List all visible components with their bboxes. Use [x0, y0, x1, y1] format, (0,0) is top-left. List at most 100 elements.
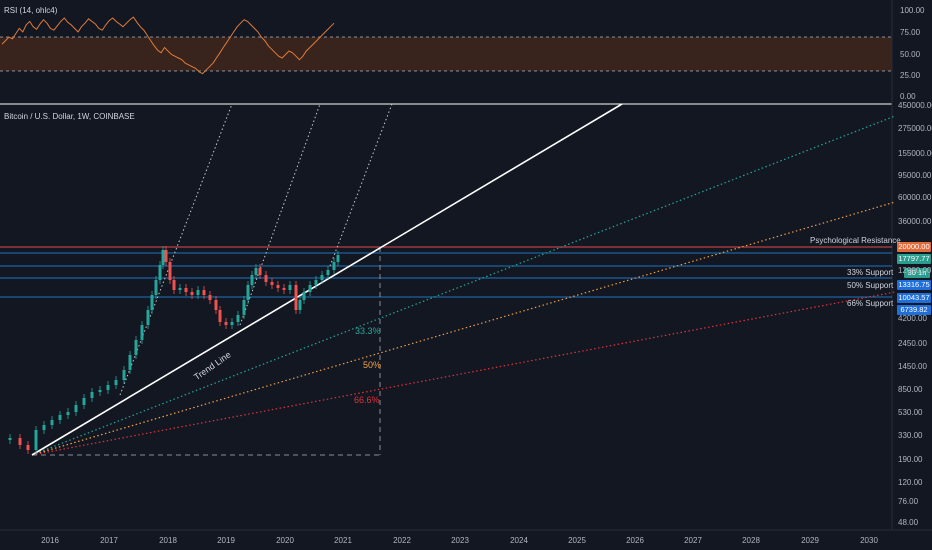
label-psych-resistance: Psychological Resistance: [810, 236, 901, 245]
candle-body: [314, 280, 318, 285]
candle-body: [258, 268, 262, 275]
candle-body: [230, 322, 234, 325]
label-66-support: 66% Support: [847, 299, 894, 308]
price-tick: 275000.00: [898, 124, 932, 133]
fib-label-50: 50%: [363, 360, 382, 370]
price-tick: 60000.00: [898, 193, 932, 202]
rsi-line: [1, 16, 335, 75]
year-label: 2023: [451, 536, 469, 545]
year-label: 2019: [217, 536, 235, 545]
candle-body: [288, 285, 292, 290]
rsi-tick: 25.00: [900, 71, 921, 80]
candle-body: [42, 425, 46, 430]
candle-body: [196, 290, 200, 295]
year-label: 2017: [100, 536, 118, 545]
rsi-tick: 100.00: [900, 6, 925, 15]
trend-line: [31, 103, 623, 456]
channel-line-3: [329, 103, 393, 267]
fib-label-66: 66.6%: [354, 395, 380, 405]
label-50-support: 50% Support: [847, 281, 894, 290]
candle-body: [8, 438, 12, 440]
fan-33-line: [31, 115, 896, 456]
candle-body: [98, 390, 102, 392]
candle-body: [146, 310, 150, 325]
candle-body: [90, 392, 94, 398]
candle-body: [158, 265, 162, 280]
candle-body: [336, 255, 340, 262]
fib-label-33: 33.3%: [355, 326, 381, 336]
price-tag-50: 13316.75: [897, 280, 931, 290]
price-tick: 2450.00: [898, 339, 927, 348]
year-label: 2029: [801, 536, 819, 545]
year-label: 2016: [41, 536, 59, 545]
fan-50-line: [31, 201, 896, 456]
candle-body: [320, 275, 324, 280]
price-tick: 1450.00: [898, 362, 927, 371]
candle-body: [164, 250, 168, 262]
candle-body: [140, 325, 144, 340]
candle-body: [242, 300, 246, 315]
candle-body: [264, 275, 268, 282]
candle-body: [326, 270, 330, 275]
rsi-tick: 75.00: [900, 28, 921, 37]
candle-body: [270, 282, 274, 285]
candle-body: [332, 262, 336, 270]
year-label: 2021: [334, 536, 352, 545]
price-tag-current: 17797.77: [897, 254, 931, 264]
candle-body: [302, 292, 306, 300]
price-tick: 155000.00: [898, 149, 932, 158]
year-label: 2022: [393, 536, 411, 545]
year-label: 2030: [860, 536, 878, 545]
candle-body: [184, 288, 188, 292]
candle-body: [214, 300, 218, 310]
label-33-support: 33% Support: [847, 268, 894, 277]
candle-body: [26, 445, 30, 450]
candle-body: [106, 385, 110, 390]
candle-body: [208, 295, 212, 300]
candle-body: [254, 268, 258, 275]
price-tick: 12000.00: [898, 266, 932, 275]
candle-body: [74, 405, 78, 412]
candle-body: [82, 398, 86, 405]
fan-66-line: [31, 291, 896, 456]
price-tick: 76.00: [898, 497, 919, 506]
candle-body: [308, 285, 312, 292]
price-tick: 4200.00: [898, 314, 927, 323]
candle-body: [224, 322, 228, 325]
candle-body: [298, 300, 302, 310]
rsi-band: [0, 37, 892, 71]
candle-body: [246, 285, 250, 300]
candle-body: [128, 355, 132, 370]
candle-body: [276, 285, 280, 288]
price-tick: 95000.00: [898, 171, 932, 180]
price-tick: 190.00: [898, 455, 923, 464]
price-tick: 530.00: [898, 408, 923, 417]
candle-body: [114, 380, 118, 385]
price-tag-66: 10043.57: [897, 293, 931, 303]
candle-body: [218, 310, 222, 322]
candle-body: [66, 412, 70, 415]
price-tag-countdown: 30 1h: [904, 268, 930, 278]
price-tick: 48.00: [898, 518, 919, 527]
candle-body: [294, 285, 298, 310]
candle-body: [172, 280, 176, 290]
rsi-title: RSI (14, ohlc4): [4, 6, 58, 15]
year-label: 2025: [568, 536, 586, 545]
price-tag-low: 6739.82: [897, 305, 931, 315]
year-label: 2026: [626, 536, 644, 545]
candle-body: [190, 292, 194, 295]
candles-group: [8, 246, 340, 454]
candle-body: [202, 290, 206, 295]
candle-body: [250, 275, 254, 285]
channel-line-2: [239, 103, 321, 326]
candle-body: [150, 295, 154, 310]
year-label: 2027: [684, 536, 702, 545]
rsi-tick: 0.00: [900, 92, 916, 101]
candle-body: [50, 420, 54, 425]
price-tick: 330.00: [898, 431, 923, 440]
candle-body: [134, 340, 138, 355]
price-tick: 450000.00: [898, 101, 932, 110]
symbol-title: Bitcoin / U.S. Dollar, 1W, COINBASE: [4, 112, 135, 121]
price-tag-psych: 20000.00: [897, 242, 931, 252]
